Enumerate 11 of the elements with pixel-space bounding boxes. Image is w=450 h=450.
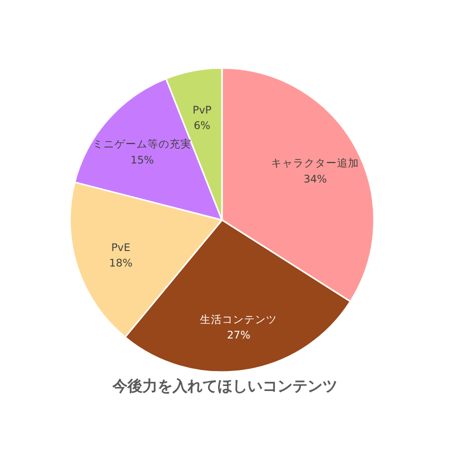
slice-label: 生活コンテンツ xyxy=(200,312,278,326)
slice-label: PvP xyxy=(192,104,212,116)
data-label: 34% xyxy=(304,173,327,186)
data-label: 27% xyxy=(226,330,250,342)
slice-label: ミニゲーム等の充実 xyxy=(92,138,192,151)
data-label: 18% xyxy=(109,258,132,270)
text: 今後力を入れてほしいコンテンツ xyxy=(112,377,338,395)
data-label: 15% xyxy=(130,154,154,166)
slice-label: キャラクター追加 xyxy=(271,156,360,170)
data-label: 6% xyxy=(194,120,210,132)
slice-label: PvE xyxy=(111,242,130,254)
